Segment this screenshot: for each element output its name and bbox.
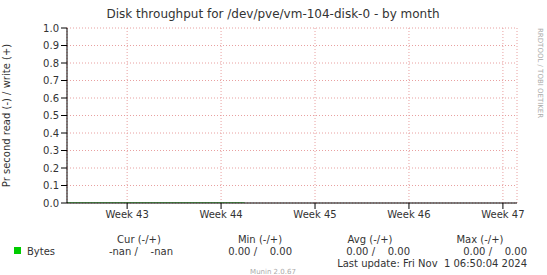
svg-text:0.00 / 0.00: 0.00 / 0.00: [228, 246, 292, 257]
svg-text:Week 44: Week 44: [199, 209, 242, 220]
svg-text:0.9: 0.9: [43, 40, 59, 51]
svg-text:Munin 2.0.67: Munin 2.0.67: [250, 268, 296, 275]
svg-text:1.0: 1.0: [43, 23, 59, 34]
svg-text:Week 46: Week 46: [387, 209, 430, 220]
svg-text:Last update: Fri Nov 1 06:50:: Last update: Fri Nov 1 06:50:04 2024: [337, 258, 527, 269]
svg-text:Disk throughput for /dev/pve/v: Disk throughput for /dev/pve/vm-104-disk…: [106, 7, 439, 21]
svg-text:0.8: 0.8: [43, 58, 59, 69]
svg-text:0.0: 0.0: [43, 198, 59, 209]
svg-text:Min (-/+): Min (-/+): [238, 234, 282, 245]
svg-text:RRDTOOL / TOBI OETIKER: RRDTOOL / TOBI OETIKER: [536, 28, 539, 118]
svg-text:0.3: 0.3: [43, 145, 59, 156]
svg-text:0.6: 0.6: [43, 93, 59, 104]
svg-text:0.00 / 0.00: 0.00 / 0.00: [463, 246, 527, 257]
svg-text:Pr second read (-) / write (+): Pr second read (-) / write (+): [8, 44, 12, 187]
svg-text:0.1: 0.1: [43, 180, 59, 191]
svg-text:0.5: 0.5: [43, 110, 59, 121]
svg-text:0.2: 0.2: [43, 163, 59, 174]
svg-text:Cur (-/+): Cur (-/+): [117, 234, 161, 245]
svg-text:Avg (-/+): Avg (-/+): [348, 234, 393, 245]
svg-text:Bytes: Bytes: [27, 246, 55, 257]
svg-text:Week 45: Week 45: [293, 209, 336, 220]
svg-text:Week 43: Week 43: [105, 209, 148, 220]
svg-text:-nan / -nan: -nan / -nan: [109, 246, 173, 257]
svg-text:0.7: 0.7: [43, 75, 59, 86]
svg-text:Max (-/+): Max (-/+): [456, 234, 503, 245]
svg-text:Week 47: Week 47: [481, 209, 524, 220]
svg-text:0.4: 0.4: [43, 128, 59, 139]
svg-text:0.00 / 0.00: 0.00 / 0.00: [346, 246, 410, 257]
